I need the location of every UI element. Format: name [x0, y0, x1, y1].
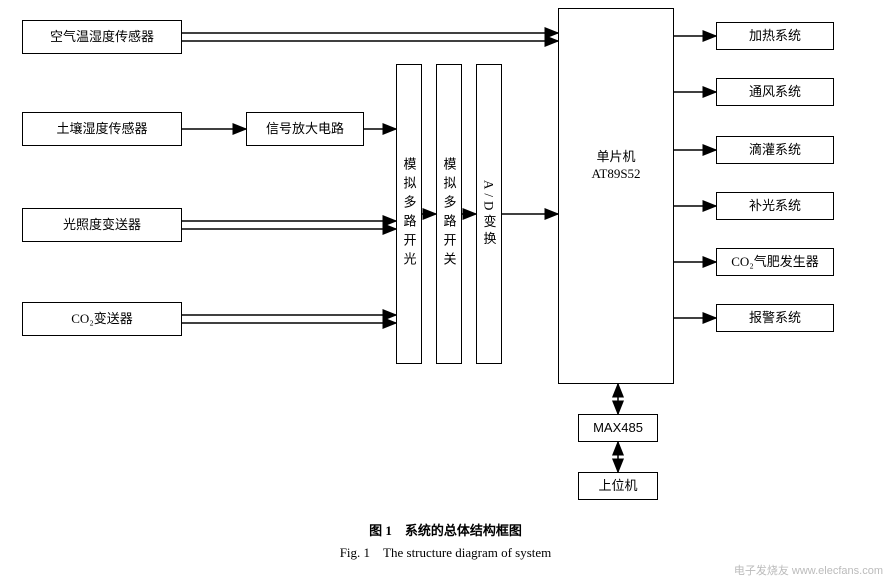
output-alarm: 报警系统	[716, 304, 834, 332]
max485: MAX485	[578, 414, 658, 442]
output-heating: 加热系统	[716, 22, 834, 50]
sensor-light: 光照度变送器	[22, 208, 182, 242]
output-drip-irrigation: 滴灌系统	[716, 136, 834, 164]
host-computer: 上位机	[578, 472, 658, 500]
analog-mux-2: 模拟多路开关	[436, 64, 462, 364]
mcu-at89s52: 单片机 AT89S52	[558, 8, 674, 384]
watermark: 电子发烧友 www.elecfans.com	[734, 562, 883, 578]
sensor-soil-humidity: 土壤湿度传感器	[22, 112, 182, 146]
caption-en: Fig. 1 The structure diagram of system	[0, 542, 891, 561]
sensor-co2: CO₂变送器	[22, 302, 182, 336]
output-ventilation: 通风系统	[716, 78, 834, 106]
caption-zh: 图 1 系统的总体结构框图	[0, 520, 891, 539]
signal-amplifier: 信号放大电路	[246, 112, 364, 146]
sensor-air-temp-humidity: 空气温湿度传感器	[22, 20, 182, 54]
output-light-supplement: 补光系统	[716, 192, 834, 220]
analog-mux-1: 模拟多路开光	[396, 64, 422, 364]
ad-converter: A/D变换	[476, 64, 502, 364]
output-co2-generator: CO₂气肥发生器	[716, 248, 834, 276]
